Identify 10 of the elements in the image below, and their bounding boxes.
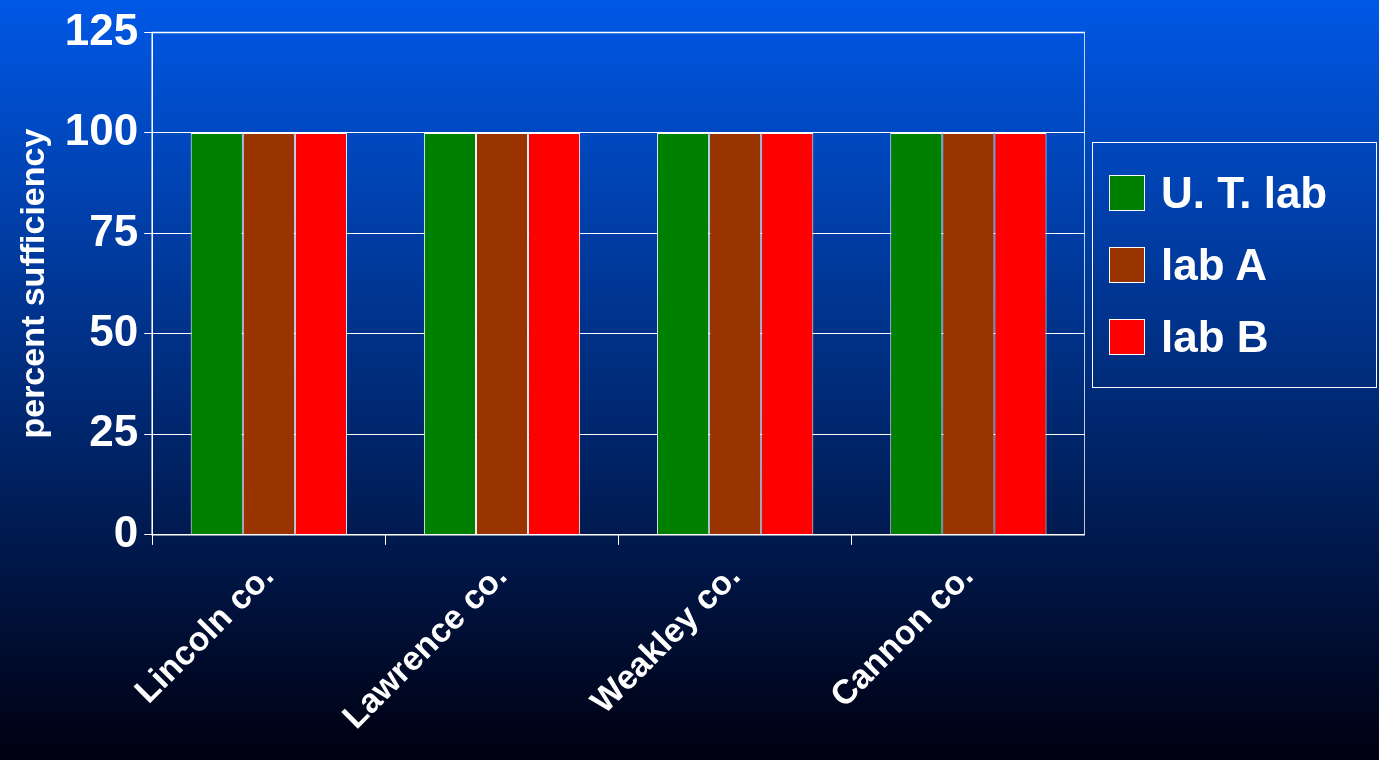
- y-tick-label: 125: [64, 4, 139, 54]
- y-axis-title: percent sufficiency: [12, 128, 51, 439]
- y-tick-label: 75: [89, 205, 139, 255]
- legend-label: lab A: [1161, 240, 1267, 290]
- y-tick-label: 0: [113, 506, 139, 556]
- legend-label: U. T. lab: [1161, 168, 1328, 218]
- y-tick-label: 100: [64, 105, 139, 155]
- text: lab B: [1161, 312, 1269, 362]
- y-tick-label: 25: [89, 406, 139, 456]
- y-tick-label: 50: [89, 305, 139, 355]
